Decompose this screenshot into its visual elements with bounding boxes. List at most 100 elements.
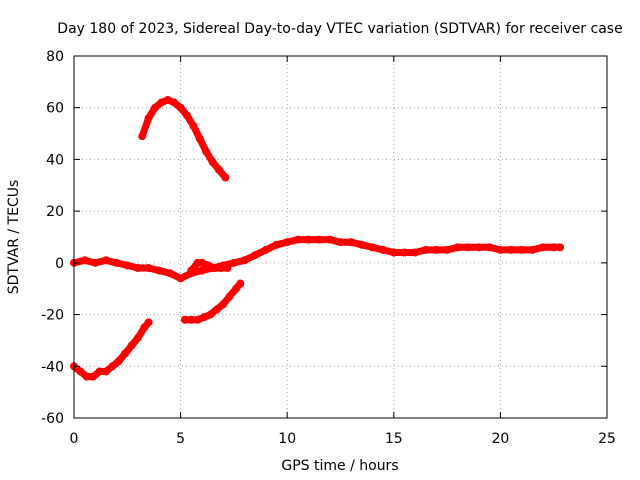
data-point (101, 256, 110, 265)
data-point (389, 248, 398, 257)
data-point (283, 238, 292, 247)
data-point (114, 357, 123, 366)
data-point (453, 243, 462, 252)
data-point (379, 245, 388, 254)
data-point (138, 132, 147, 141)
data-point (336, 238, 345, 247)
data-point (202, 147, 211, 156)
data-point (357, 240, 366, 249)
y-tick-label: -60 (41, 411, 64, 427)
data-point (89, 372, 98, 381)
x-tick-label: 20 (491, 431, 509, 447)
data-point (432, 245, 441, 254)
data-point (176, 274, 185, 283)
y-tick-label: 40 (46, 152, 64, 168)
x-tick-label: 10 (278, 431, 296, 447)
data-point (151, 103, 160, 112)
data-point (210, 264, 219, 273)
data-point (368, 243, 377, 252)
data-point (315, 235, 324, 244)
data-point (195, 134, 204, 143)
data-point (411, 248, 420, 257)
data-point (556, 243, 565, 252)
x-tick-label: 0 (70, 431, 79, 447)
data-point (219, 300, 228, 309)
data-point (91, 258, 100, 267)
x-tick-label: 5 (176, 431, 185, 447)
data-point (133, 264, 142, 273)
data-point (193, 315, 202, 324)
data-point (170, 98, 179, 107)
data-point (76, 367, 85, 376)
data-point (121, 349, 130, 358)
x-tick-label: 15 (385, 431, 403, 447)
data-point (507, 245, 516, 254)
data-point (127, 341, 136, 350)
data-point (517, 245, 526, 254)
data-point (464, 243, 473, 252)
data-point (206, 310, 215, 319)
data-point (133, 333, 142, 342)
data-point (236, 279, 245, 288)
data-point (80, 256, 89, 265)
data-point (123, 261, 132, 270)
data-point (176, 103, 185, 112)
data-point (95, 367, 104, 376)
data-point (304, 235, 313, 244)
y-tick-label: -40 (41, 359, 64, 375)
data-point (272, 240, 281, 249)
data-point (144, 264, 153, 273)
data-point (325, 235, 334, 244)
data-point (229, 258, 238, 267)
data-point (189, 121, 198, 130)
data-point (112, 258, 121, 267)
data-point (528, 245, 537, 254)
y-tick-label: 60 (46, 101, 64, 117)
data-point (496, 245, 505, 254)
data-point (180, 315, 189, 324)
data-point (208, 158, 217, 167)
data-point (421, 245, 430, 254)
data-point (163, 95, 172, 104)
data-point (225, 292, 234, 301)
data-point (400, 248, 409, 257)
x-tick-label: 25 (598, 431, 616, 447)
data-point (165, 269, 174, 278)
data-point (261, 245, 270, 254)
data-point (197, 266, 206, 275)
y-tick-label: 0 (55, 256, 64, 272)
data-point (155, 266, 164, 275)
data-point (485, 243, 494, 252)
data-point (549, 243, 558, 252)
x-axis-label: GPS time / hours (281, 458, 398, 474)
data-point (187, 315, 196, 324)
data-point (223, 264, 232, 273)
data-point (108, 362, 117, 371)
y-tick-label: -20 (41, 308, 64, 324)
data-point (475, 243, 484, 252)
data-point (443, 245, 452, 254)
data-point (82, 372, 91, 381)
data-point (182, 111, 191, 120)
data-point (251, 251, 260, 260)
data-point (347, 238, 356, 247)
data-point (101, 367, 110, 376)
data-point (197, 258, 206, 267)
plot-frame (73, 55, 608, 419)
data-point (214, 165, 223, 174)
data-point (293, 235, 302, 244)
y-tick-label: 80 (46, 49, 64, 65)
chart-title: Day 180 of 2023, Sidereal Day-to-day VTE… (57, 21, 622, 37)
data-point (187, 266, 196, 275)
data-point (539, 243, 548, 252)
data-point (212, 305, 221, 314)
y-tick-label: 20 (46, 204, 64, 220)
y-axis-label: SDTVAR / TECUs (6, 180, 22, 295)
series-layer (70, 95, 565, 381)
data-point (157, 98, 166, 107)
data-point (217, 264, 226, 273)
data-point (221, 173, 230, 182)
data-point (240, 256, 249, 265)
data-point (204, 261, 213, 270)
